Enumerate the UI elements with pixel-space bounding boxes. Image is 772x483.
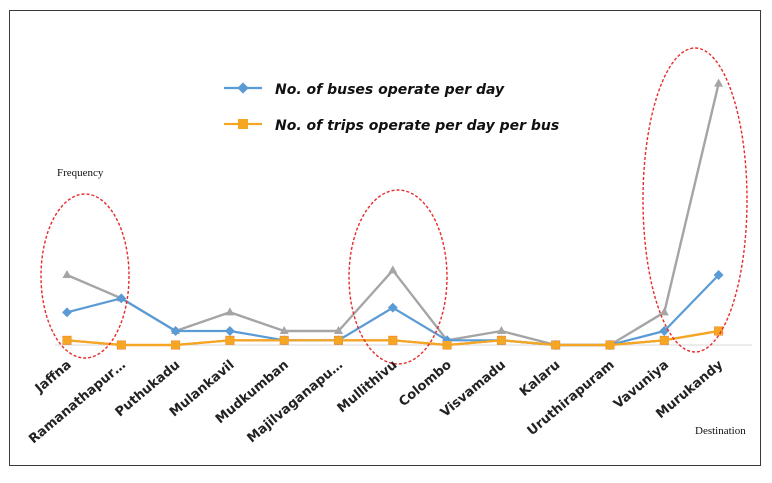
legend-label-buses: No. of buses operate per day — [275, 82, 505, 98]
highlight-ellipse-0 — [40, 193, 130, 359]
point-buses-6 — [387, 302, 398, 313]
point-series2-4 — [279, 326, 289, 334]
highlight-ellipse-2 — [642, 47, 748, 353]
point-buses-11 — [659, 326, 670, 336]
y-axis-title: Frequency — [57, 167, 104, 179]
series-layer — [62, 78, 724, 350]
x-tick-label: Kalaru — [517, 358, 563, 400]
point-trips-11 — [660, 336, 669, 345]
x-tick-label: Mullithivu — [335, 358, 401, 417]
point-series2-0 — [62, 270, 72, 278]
x-axis-title: Destination — [695, 425, 746, 437]
point-buses-2 — [170, 326, 181, 336]
point-buses-12 — [713, 270, 724, 280]
highlight-ellipses — [40, 47, 748, 365]
point-series2-6 — [388, 265, 398, 274]
point-series2-5 — [334, 326, 343, 334]
point-trips-7 — [443, 341, 452, 349]
point-buses-0 — [62, 307, 72, 318]
x-tick-label: Jaffna — [32, 358, 75, 397]
x-tick-label: Majilvaganapu… — [245, 358, 347, 447]
point-trips-3 — [225, 336, 234, 345]
point-series2-12 — [714, 78, 724, 87]
legend-marker-buses — [237, 82, 249, 94]
point-trips-1 — [117, 341, 126, 349]
x-tick-label: Ramanathapur… — [26, 358, 129, 447]
point-trips-0 — [63, 336, 71, 345]
point-trips-10 — [606, 341, 614, 349]
point-trips-12 — [714, 327, 723, 335]
legend-label-trips: No. of trips operate per day per bus — [275, 118, 559, 134]
point-trips-4 — [280, 336, 289, 345]
legend-item-buses: No. of buses operate per day — [224, 82, 505, 98]
point-buses-1 — [116, 293, 127, 304]
legend-item-trips: No. of trips operate per day per bus — [224, 118, 559, 134]
point-trips-2 — [171, 341, 180, 349]
point-trips-9 — [551, 341, 560, 349]
highlight-ellipse-1 — [348, 189, 448, 365]
point-buses-3 — [224, 326, 235, 336]
point-trips-8 — [497, 336, 506, 345]
legend-marker-trips — [238, 119, 248, 129]
point-series2-11 — [659, 307, 669, 316]
chart-frame — [9, 10, 761, 466]
point-trips-5 — [334, 336, 343, 345]
point-trips-6 — [388, 336, 397, 345]
x-tick-labels: JaffnaRamanathapur…PuthukaduMulankavilMu… — [26, 357, 726, 447]
point-series2-8 — [496, 326, 506, 334]
legend: No. of buses operate per day No. of trip… — [224, 82, 559, 134]
point-series2-3 — [225, 307, 235, 316]
